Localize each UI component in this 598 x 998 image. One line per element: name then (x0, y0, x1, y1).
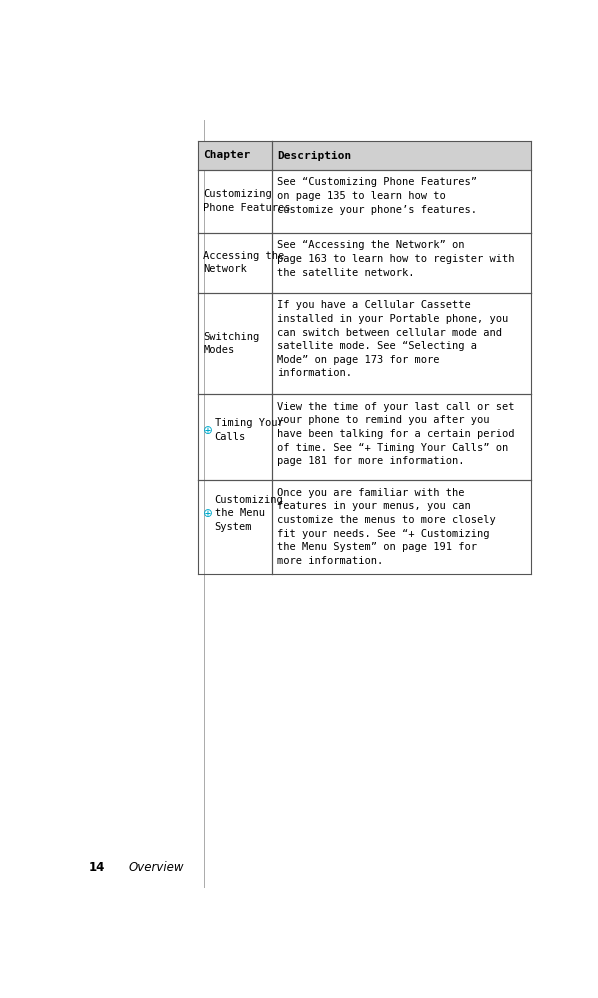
Text: Chapter: Chapter (203, 151, 251, 161)
Text: Overview: Overview (128, 861, 184, 874)
Text: If you have a Cellular Cassette
installed in your Portable phone, you
can switch: If you have a Cellular Cassette installe… (277, 300, 508, 378)
Text: See “Customizing Phone Features”
on page 135 to learn how to
customize your phon: See “Customizing Phone Features” on page… (277, 178, 477, 215)
Text: ⊕: ⊕ (203, 424, 213, 437)
Bar (197, 142, 271, 170)
Text: Customizing
the Menu
System: Customizing the Menu System (215, 495, 283, 532)
Text: Accessing the
Network: Accessing the Network (203, 250, 285, 274)
Text: View the time of your last call or set
your phone to remind you after you
have b: View the time of your last call or set y… (277, 402, 515, 466)
Text: ⊕: ⊕ (203, 507, 213, 520)
Text: Once you are familiar with the
features in your menus, you can
customize the men: Once you are familiar with the features … (277, 488, 496, 566)
Text: See “Accessing the Network” on
page 163 to learn how to register with
the satell: See “Accessing the Network” on page 163 … (277, 241, 515, 277)
Text: 14: 14 (89, 861, 105, 874)
Text: Customizing
Phone Features: Customizing Phone Features (203, 190, 291, 213)
Text: Timing Your
Calls: Timing Your Calls (215, 418, 283, 442)
Text: Switching
Modes: Switching Modes (203, 331, 260, 355)
Bar (271, 142, 531, 170)
Text: Description: Description (277, 151, 352, 161)
